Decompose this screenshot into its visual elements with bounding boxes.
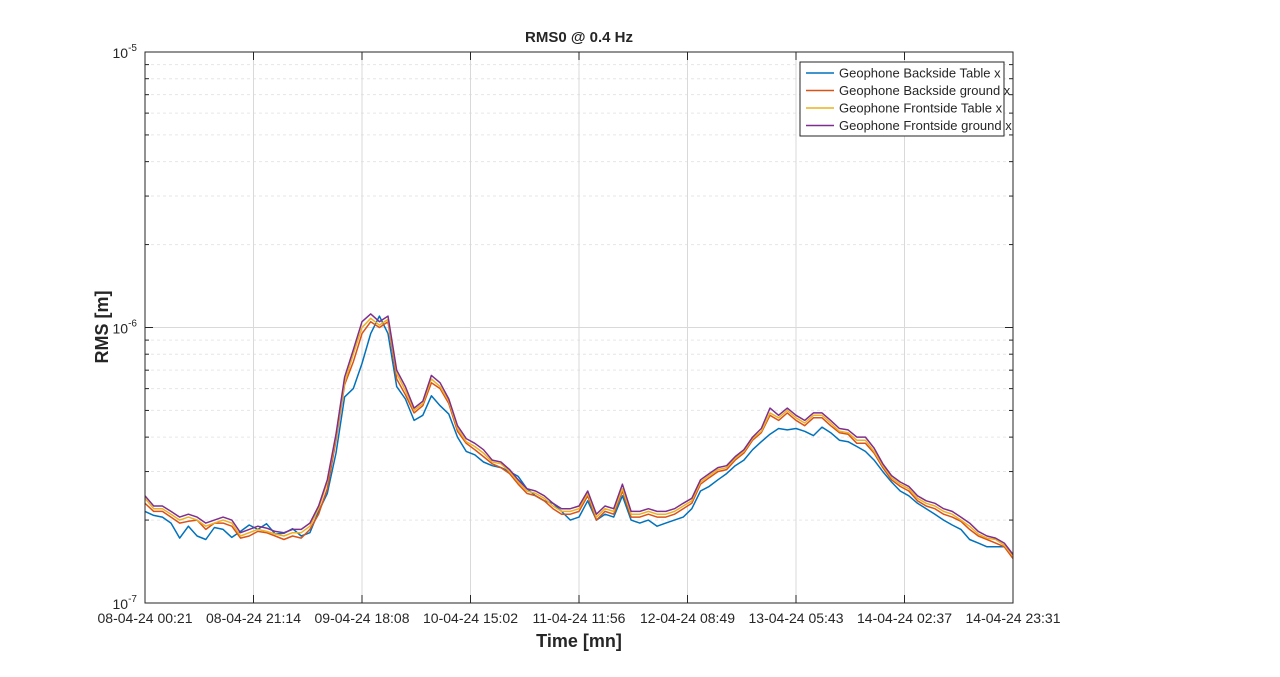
y-tick-label: 10-7 — [113, 594, 138, 612]
axis-ticks — [144, 51, 1014, 604]
x-tick-labels: 08-04-24 00:21 08-04-24 21:14 09-04-24 18:… — [98, 610, 1061, 626]
series-line-4 — [144, 313, 1014, 555]
y-tick-label: 10-6 — [113, 319, 138, 337]
series-line-3 — [144, 317, 1014, 557]
y-tick-label: 10-5 — [113, 43, 138, 61]
y-axis-label: RMS [m] — [92, 291, 112, 364]
x-axis-label: Time [mn] — [536, 631, 622, 651]
x-tick-label: 12-04-24 08:49 — [640, 610, 735, 626]
x-tick-label: 14-04-24 23:31 — [966, 610, 1061, 626]
chart-title: RMS0 @ 0.4 Hz — [525, 29, 633, 46]
legend: Geophone Backside Table x Geophone Backsi… — [799, 61, 1012, 137]
y-tick-labels: 10-7 10-6 10-5 — [113, 43, 138, 612]
x-tick-label: 10-04-24 15:02 — [423, 610, 518, 626]
legend-entry-3: Geophone Frontside Table x — [839, 101, 1003, 116]
x-tick-label: 13-04-24 05:43 — [749, 610, 844, 626]
series-line-2 — [144, 320, 1014, 559]
x-tick-label: 08-04-24 21:14 — [206, 610, 301, 626]
x-tick-label: 08-04-24 00:21 — [98, 610, 193, 626]
legend-entry-1: Geophone Backside Table x — [839, 66, 1001, 81]
legend-entry-4: Geophone Frontside ground x — [839, 118, 1012, 133]
x-tick-label: 09-04-24 18:08 — [315, 610, 410, 626]
legend-entry-2: Geophone Backside ground x — [839, 83, 1011, 98]
x-tick-label: 11-04-24 11:56 — [533, 610, 626, 626]
x-tick-label: 14-04-24 02:37 — [857, 610, 952, 626]
series-layer — [144, 313, 1014, 559]
legend-box — [799, 61, 1005, 137]
